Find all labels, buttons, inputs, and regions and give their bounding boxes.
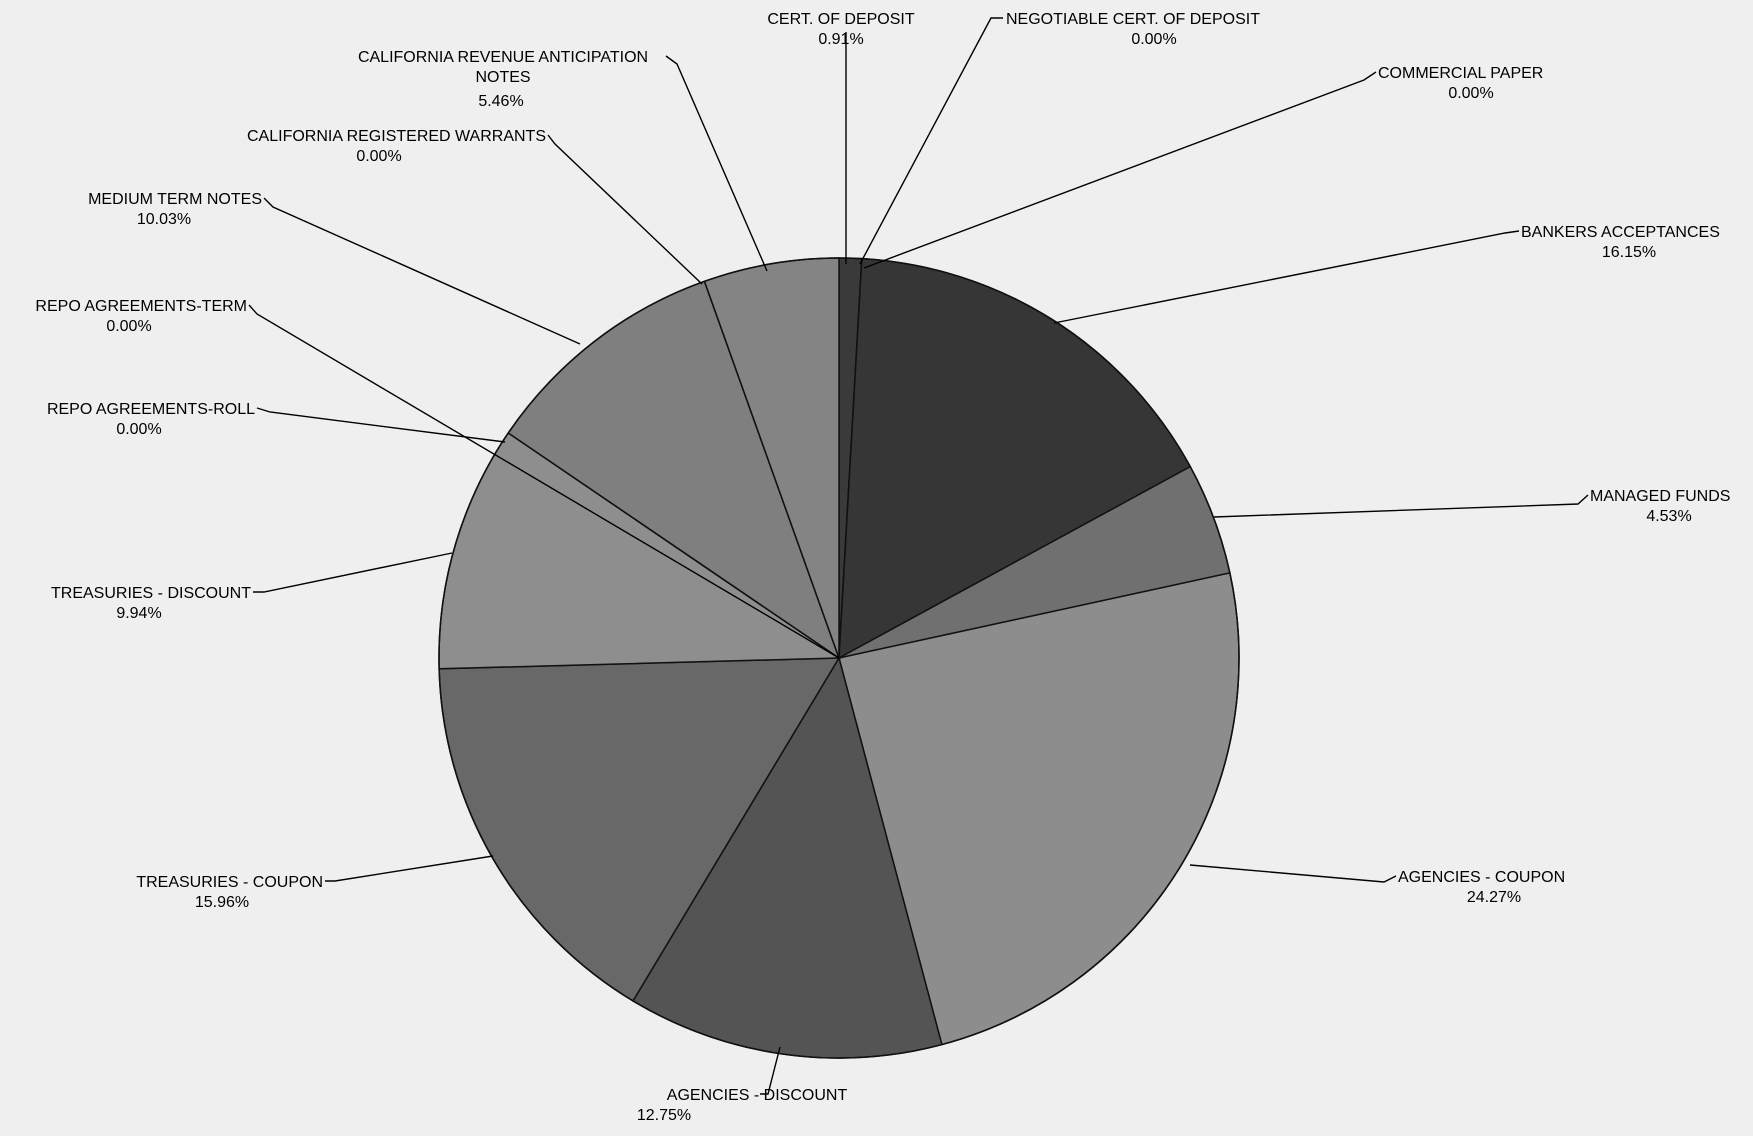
slice-label-repo-agreements-roll: REPO AGREEMENTS-ROLL [47, 401, 255, 418]
slice-value-treasuries-discount: 9.94% [116, 605, 161, 622]
pie-labels: CERT. OF DEPOSIT 0.91% NEGOTIABLE CERT. OF… [35, 11, 1730, 1124]
slice-value-agencies-coupon: 24.27% [1467, 889, 1521, 906]
slice-value-commercial-paper: 0.00% [1448, 85, 1493, 102]
leader-line-agencies-coupon [1189, 864, 1397, 883]
slice-label-repo-agreements-term: REPO AGREEMENTS-TERM [35, 298, 247, 315]
slice-label-agencies-discount: AGENCIES - DISCOUNT [667, 1087, 848, 1104]
slice-value-agencies-discount: 12.75% [637, 1107, 691, 1124]
leader-line-treasuries-discount [253, 552, 453, 593]
slice-label-bankers-acceptances: BANKERS ACCEPTANCES [1521, 224, 1720, 241]
slice-value-treasuries-coupon: 15.96% [195, 894, 249, 911]
slice-label-commercial-paper: COMMERCIAL PAPER [1378, 65, 1543, 82]
slice-label-negotiable-cert-of-deposit: NEGOTIABLE CERT. OF DEPOSIT [1006, 11, 1260, 28]
slice-value-cert-of-deposit: 0.91% [818, 31, 863, 48]
leader-line-california-registered-warrants [547, 134, 703, 285]
slice-value-managed-funds: 4.53% [1646, 508, 1691, 525]
slice-label-cert-of-deposit: CERT. OF DEPOSIT [767, 11, 915, 28]
slice-value-medium-term-notes: 10.03% [137, 211, 191, 228]
leader-line-treasuries-coupon [325, 855, 494, 882]
leader-line-repo-agreements-roll [256, 407, 506, 443]
slice-label-managed-funds: MANAGED FUNDS [1590, 488, 1730, 505]
slice-value-repo-agreements-roll: 0.00% [116, 421, 161, 438]
leader-line-medium-term-notes [263, 197, 581, 345]
slice-label-agencies-coupon: AGENCIES - COUPON [1398, 869, 1565, 886]
slice-label-treasuries-coupon: TREASURIES - COUPON [136, 874, 323, 891]
pie-outline [438, 257, 1240, 1059]
slice-label-california-registered-warrants: CALIFORNIA REGISTERED WARRANTS [247, 128, 546, 145]
slice-label-treasuries-discount: TREASURIES - DISCOUNT [51, 585, 251, 602]
leader-line-agencies-discount [760, 1046, 781, 1095]
slice-value-bankers-acceptances: 16.15% [1602, 244, 1656, 261]
slice-value-california-registered-warrants: 0.00% [356, 148, 401, 165]
slice-value-california-revenue-anticipation-notes: 5.46% [478, 93, 523, 110]
leader-line-bankers-acceptances [1053, 230, 1520, 324]
slice-value-negotiable-cert-of-deposit: 0.00% [1131, 31, 1176, 48]
leader-line-managed-funds [1213, 494, 1589, 518]
leader-line-california-revenue-anticipation-notes [665, 55, 768, 272]
pie-slices [438, 257, 1240, 1059]
leader-line-repo-agreements-term [248, 304, 840, 659]
slice-value-repo-agreements-term: 0.00% [106, 318, 151, 335]
leader-line-commercial-paper [863, 71, 1377, 269]
leader-line-negotiable-cert-of-deposit [859, 17, 1003, 265]
slice-label-california-revenue-anticipation-notes: CALIFORNIA REVENUE ANTICIPATION NOTES [358, 49, 648, 86]
slice-label-medium-term-notes: MEDIUM TERM NOTES [88, 191, 262, 208]
